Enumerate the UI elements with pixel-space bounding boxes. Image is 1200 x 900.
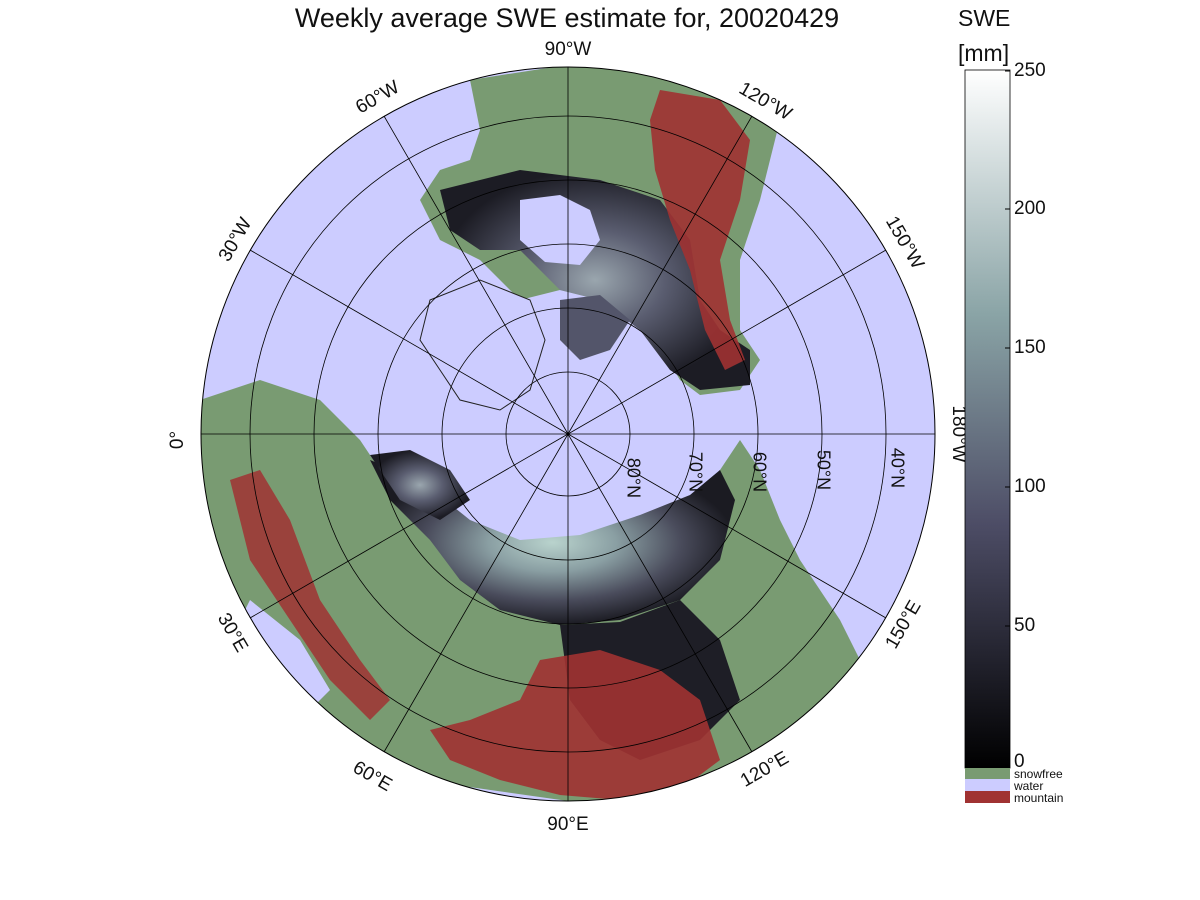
lat-label-40n: 40°N	[887, 448, 907, 488]
map-title: Weekly average SWE estimate for, 2002042…	[294, 3, 840, 33]
rockies-mountain	[650, 90, 750, 370]
colorbar-unit: [mm]	[958, 40, 1010, 66]
central-asia-mountain	[430, 650, 720, 800]
lon-label-60e: 60°E	[349, 757, 395, 796]
lon-label-90e: 90°E	[547, 814, 588, 835]
graticule	[201, 67, 935, 801]
lat-label-60n: 60°N	[749, 452, 769, 492]
legend-label-snowfree: snowfree	[1014, 767, 1063, 781]
colorbar-tick-100: 100	[1014, 476, 1046, 497]
lat-label-80n: 80°N	[623, 458, 643, 498]
legend-swatch-snowfree	[965, 768, 1010, 779]
mediterranean	[240, 600, 330, 710]
eurasia-snow	[370, 460, 735, 625]
scandinavia	[370, 450, 470, 520]
colorbar-tick-150: 150	[1014, 337, 1046, 358]
legend-label-mountain: mountain	[1014, 791, 1063, 805]
colorbar-gradient	[964, 69, 1011, 769]
lon-label-0: 0°	[167, 431, 188, 449]
legend-label-water: water	[1013, 779, 1043, 793]
colorbar-tick-50: 50	[1014, 615, 1035, 636]
greenland	[419, 279, 546, 411]
colorbar-title: SWE	[958, 5, 1011, 31]
map-boundary	[200, 66, 936, 802]
lat-label-70n: 70°N	[685, 452, 705, 492]
lon-label-180w: 180°W	[948, 405, 969, 462]
colorbar-tick-250: 250	[1014, 60, 1046, 81]
legend-swatch-water	[965, 779, 1010, 791]
lon-label-90w: 90°W	[545, 39, 592, 60]
europe-mountain	[230, 470, 390, 720]
arctic-archipelago	[560, 295, 630, 360]
colorbar-tick-0: 0	[1014, 751, 1025, 772]
land-layer	[201, 67, 860, 801]
colorbar-tick-200: 200	[1014, 198, 1046, 219]
lon-label-30e: 30°E	[213, 610, 252, 656]
legend-swatch-mountain	[965, 791, 1010, 803]
hudson-bay	[520, 195, 600, 265]
lat-label-50n: 50°N	[813, 450, 833, 490]
